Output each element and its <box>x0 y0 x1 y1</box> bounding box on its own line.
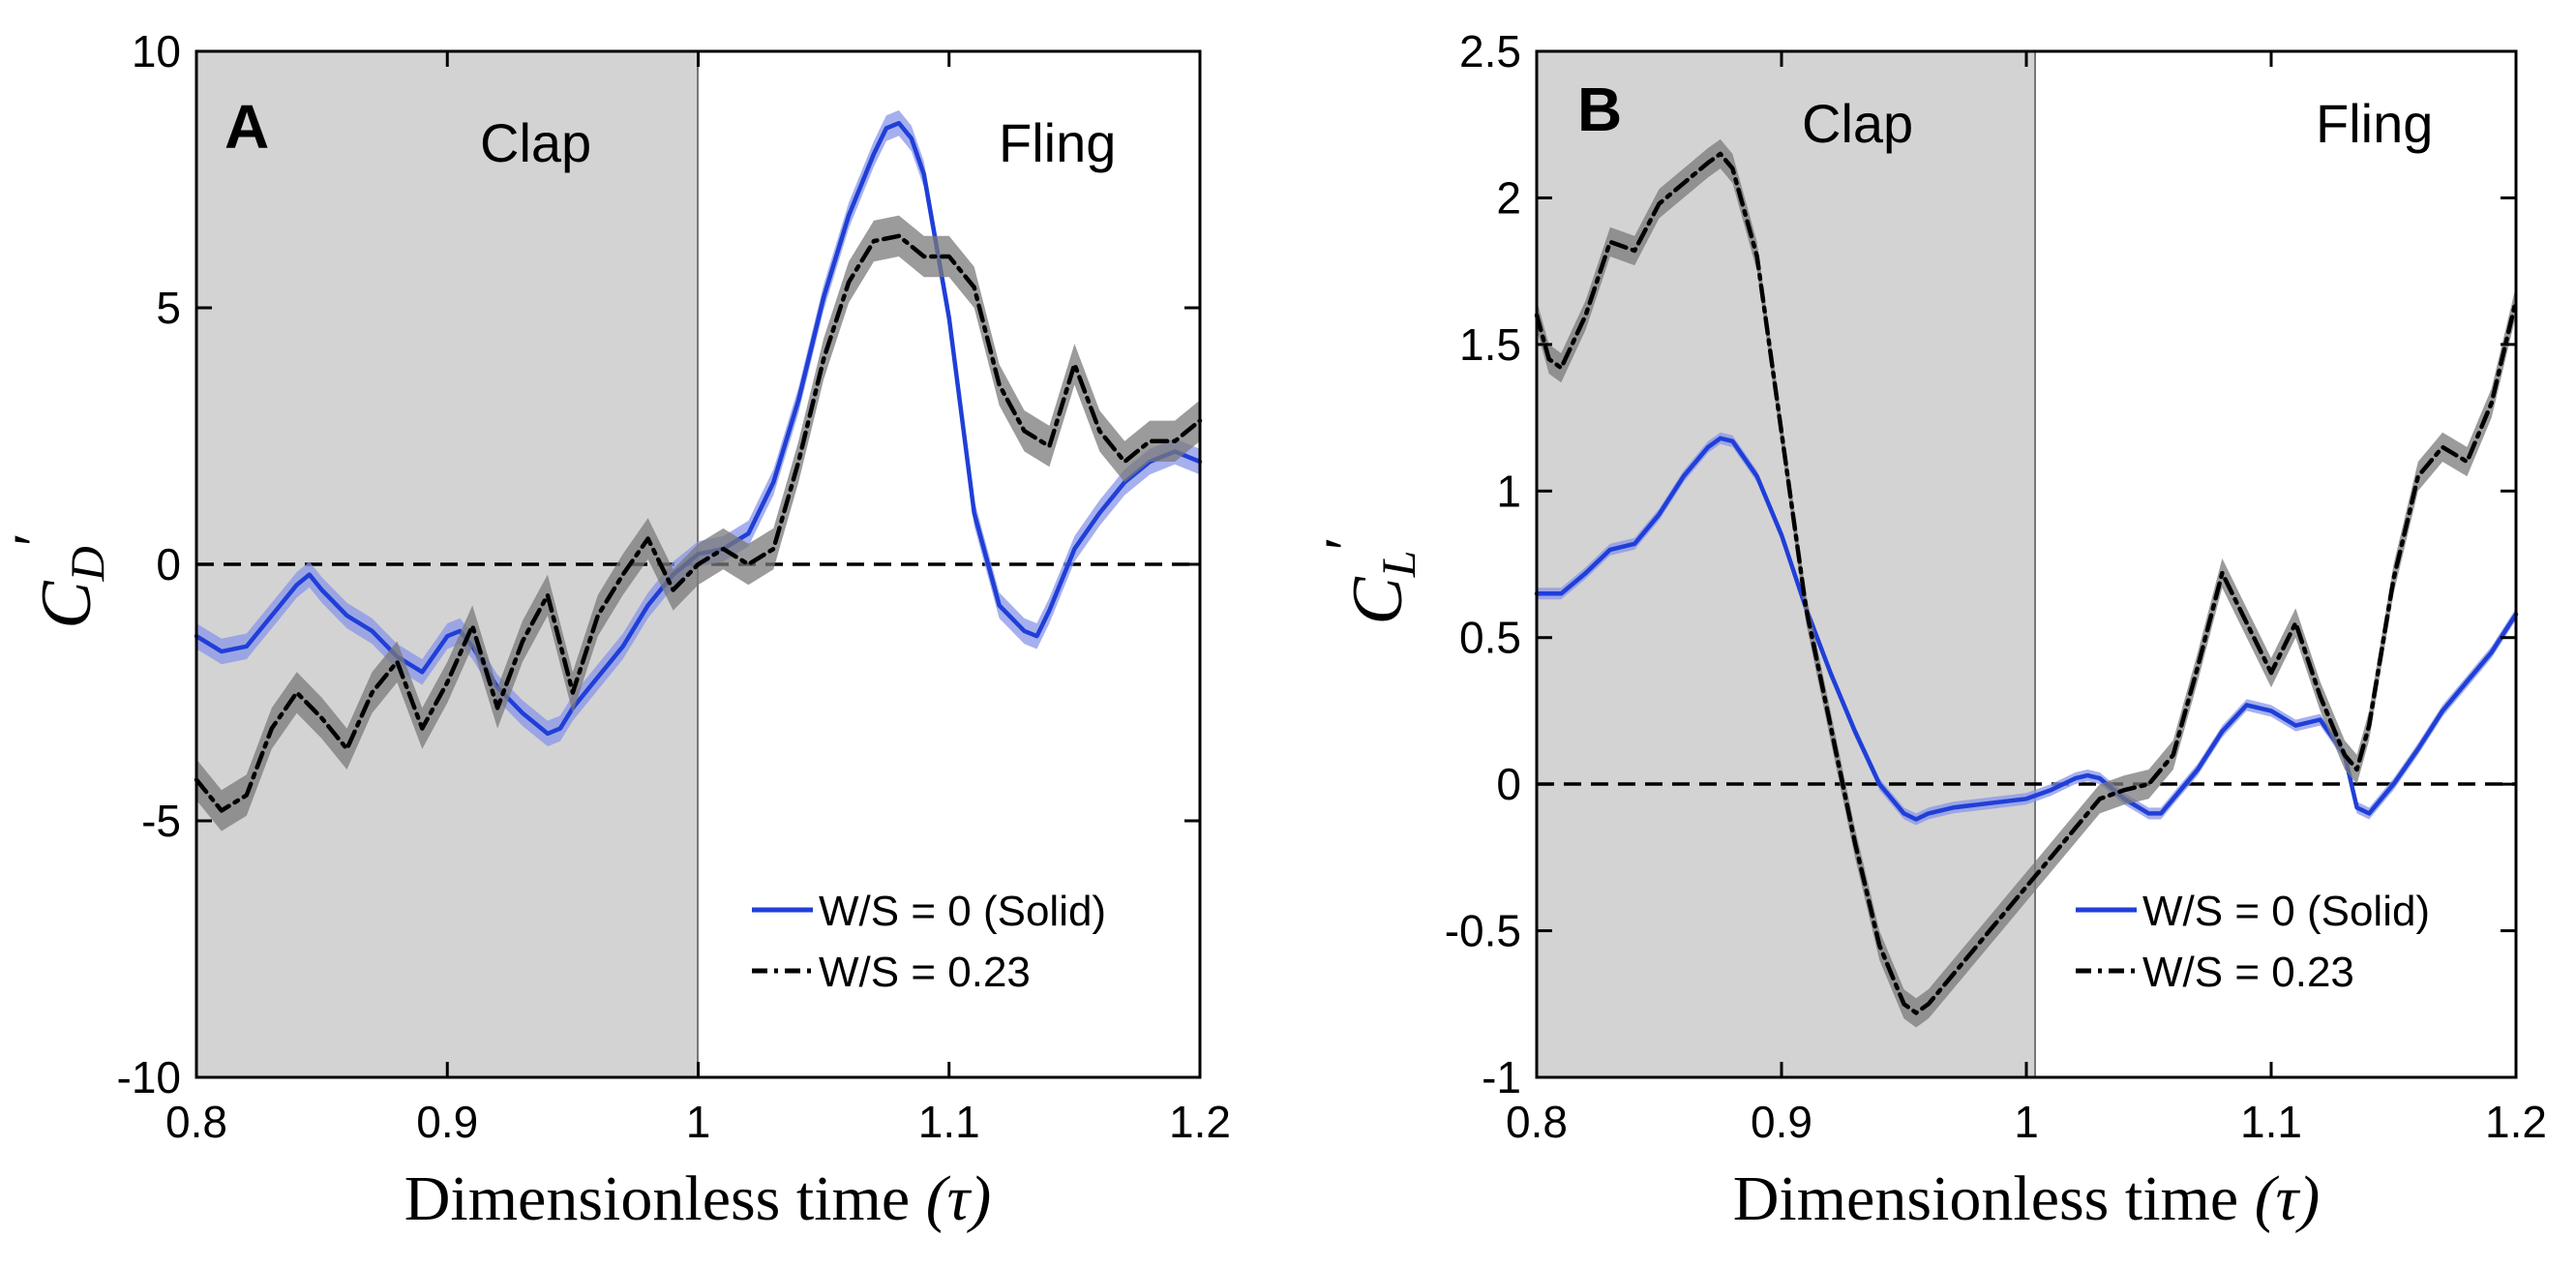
panel-a-fling-label: Fling <box>999 112 1116 173</box>
panel-b-legend-solid-label: W/S = 0 (Solid) <box>2142 888 2430 935</box>
panel-a-xlabel-symbol: (τ) <box>926 1163 992 1234</box>
panel-b-x-tick-label: 1.1 <box>2240 1097 2302 1147</box>
panel-a-ylabel-sub: D <box>60 546 114 582</box>
panel-b-ylabel-sub: L <box>1371 550 1425 578</box>
panel-a-perm-line <box>194 233 1203 813</box>
panel-a-legend-solid-label: W/S = 0 (Solid) <box>819 888 1106 935</box>
panel-a-label: A <box>225 92 269 162</box>
panel-a-y-tick-label: -5 <box>141 796 181 846</box>
panel-b-y-tick-label: 0.5 <box>1459 613 1521 663</box>
panel-a-y-axis-label: CD′ <box>0 532 114 628</box>
panel-b-x-tick-label: 1 <box>2014 1097 2039 1147</box>
panel-a-clap-label: Clap <box>480 112 591 173</box>
panel-b-xlabel-text: Dimensionless time <box>1733 1163 2238 1234</box>
panel-b-clap-label: Clap <box>1802 93 1913 154</box>
panel-b-perm-line <box>1534 151 2519 1015</box>
panel-a-perm-band <box>196 215 1200 831</box>
panel-a-legend: W/S = 0 (Solid) W/S = 0.23 <box>752 888 1106 996</box>
panel-a-x-tick-label: 1.2 <box>1169 1097 1231 1147</box>
panel-b-ticks: 0.8 0.9 1 1.1 1.2 -1 -0.5 0 0.5 1 1.5 2 2.5 <box>1445 26 2547 1147</box>
panel-a-xlabel-text: Dimensionless time <box>404 1163 910 1234</box>
panel-b: 0.8 0.9 1 1.1 1.2 -1 -0.5 0 0.5 1 1.5 2 2.5 B Clap F… <box>1311 26 2547 1234</box>
panel-a-y-tick-label: 0 <box>156 539 181 589</box>
panel-b-y-tick-label: 1 <box>1496 466 1521 516</box>
panel-a-x-tick-label: 1.1 <box>918 1097 980 1147</box>
panel-a-ylabel-base: C <box>27 580 106 629</box>
panel-a-y-tick-label: -10 <box>117 1052 181 1102</box>
panel-b-x-tick-label: 0.8 <box>1506 1097 1568 1147</box>
panel-a-ticks: 0.8 0.9 1 1.1 1.2 -10 -5 0 5 10 <box>117 26 1231 1147</box>
panel-b-y-axis-label: CL′ <box>1311 536 1425 624</box>
panel-a-x-tick-label: 0.8 <box>165 1097 227 1147</box>
panel-b-y-tick-label: -1 <box>1482 1052 1521 1102</box>
panel-b-xlabel-symbol: (τ) <box>2255 1163 2321 1234</box>
panel-a-x-axis-label: Dimensionless time (τ) <box>404 1163 992 1234</box>
panel-a-plot-frame <box>195 49 1202 1079</box>
panel-a-ylabel-prime: ′ <box>0 532 69 546</box>
panel-a-y-tick-label: 10 <box>132 26 181 76</box>
panel-b-label: B <box>1577 75 1622 144</box>
panel-b-y-tick-label: 0 <box>1496 759 1521 809</box>
panel-a-y-tick-label: 5 <box>156 283 181 333</box>
panel-b-y-tick-label: -0.5 <box>1445 906 1521 956</box>
panel-a-series <box>194 109 1203 831</box>
panel-b-legend-perm-label: W/S = 0.23 <box>2142 949 2354 996</box>
panel-b-series <box>1534 138 2519 1028</box>
panel-b-legend: W/S = 0 (Solid) W/S = 0.23 <box>2076 888 2430 996</box>
panel-b-y-tick-label: 2 <box>1496 172 1521 223</box>
panel-b-plot-frame <box>1535 49 2518 1079</box>
panel-a-legend-perm-label: W/S = 0.23 <box>819 949 1031 996</box>
panel-b-ylabel-prime: ′ <box>1311 536 1380 550</box>
panel-b-fling-label: Fling <box>2316 93 2433 154</box>
panel-b-ylabel-base: C <box>1338 576 1418 625</box>
panel-b-x-tick-label: 1.2 <box>2485 1097 2547 1147</box>
panel-b-x-axis-label: Dimensionless time (τ) <box>1733 1163 2321 1234</box>
panel-a-x-tick-label: 1 <box>686 1097 711 1147</box>
panel-a-x-tick-label: 0.9 <box>416 1097 478 1147</box>
panel-b-clap-region <box>1537 51 2035 1077</box>
panel-b-solid-line <box>1534 436 2519 822</box>
panel-b-y-tick-label: 2.5 <box>1459 26 1521 76</box>
panel-b-y-tick-label: 1.5 <box>1459 319 1521 370</box>
panel-b-x-tick-label: 0.9 <box>1751 1097 1812 1147</box>
